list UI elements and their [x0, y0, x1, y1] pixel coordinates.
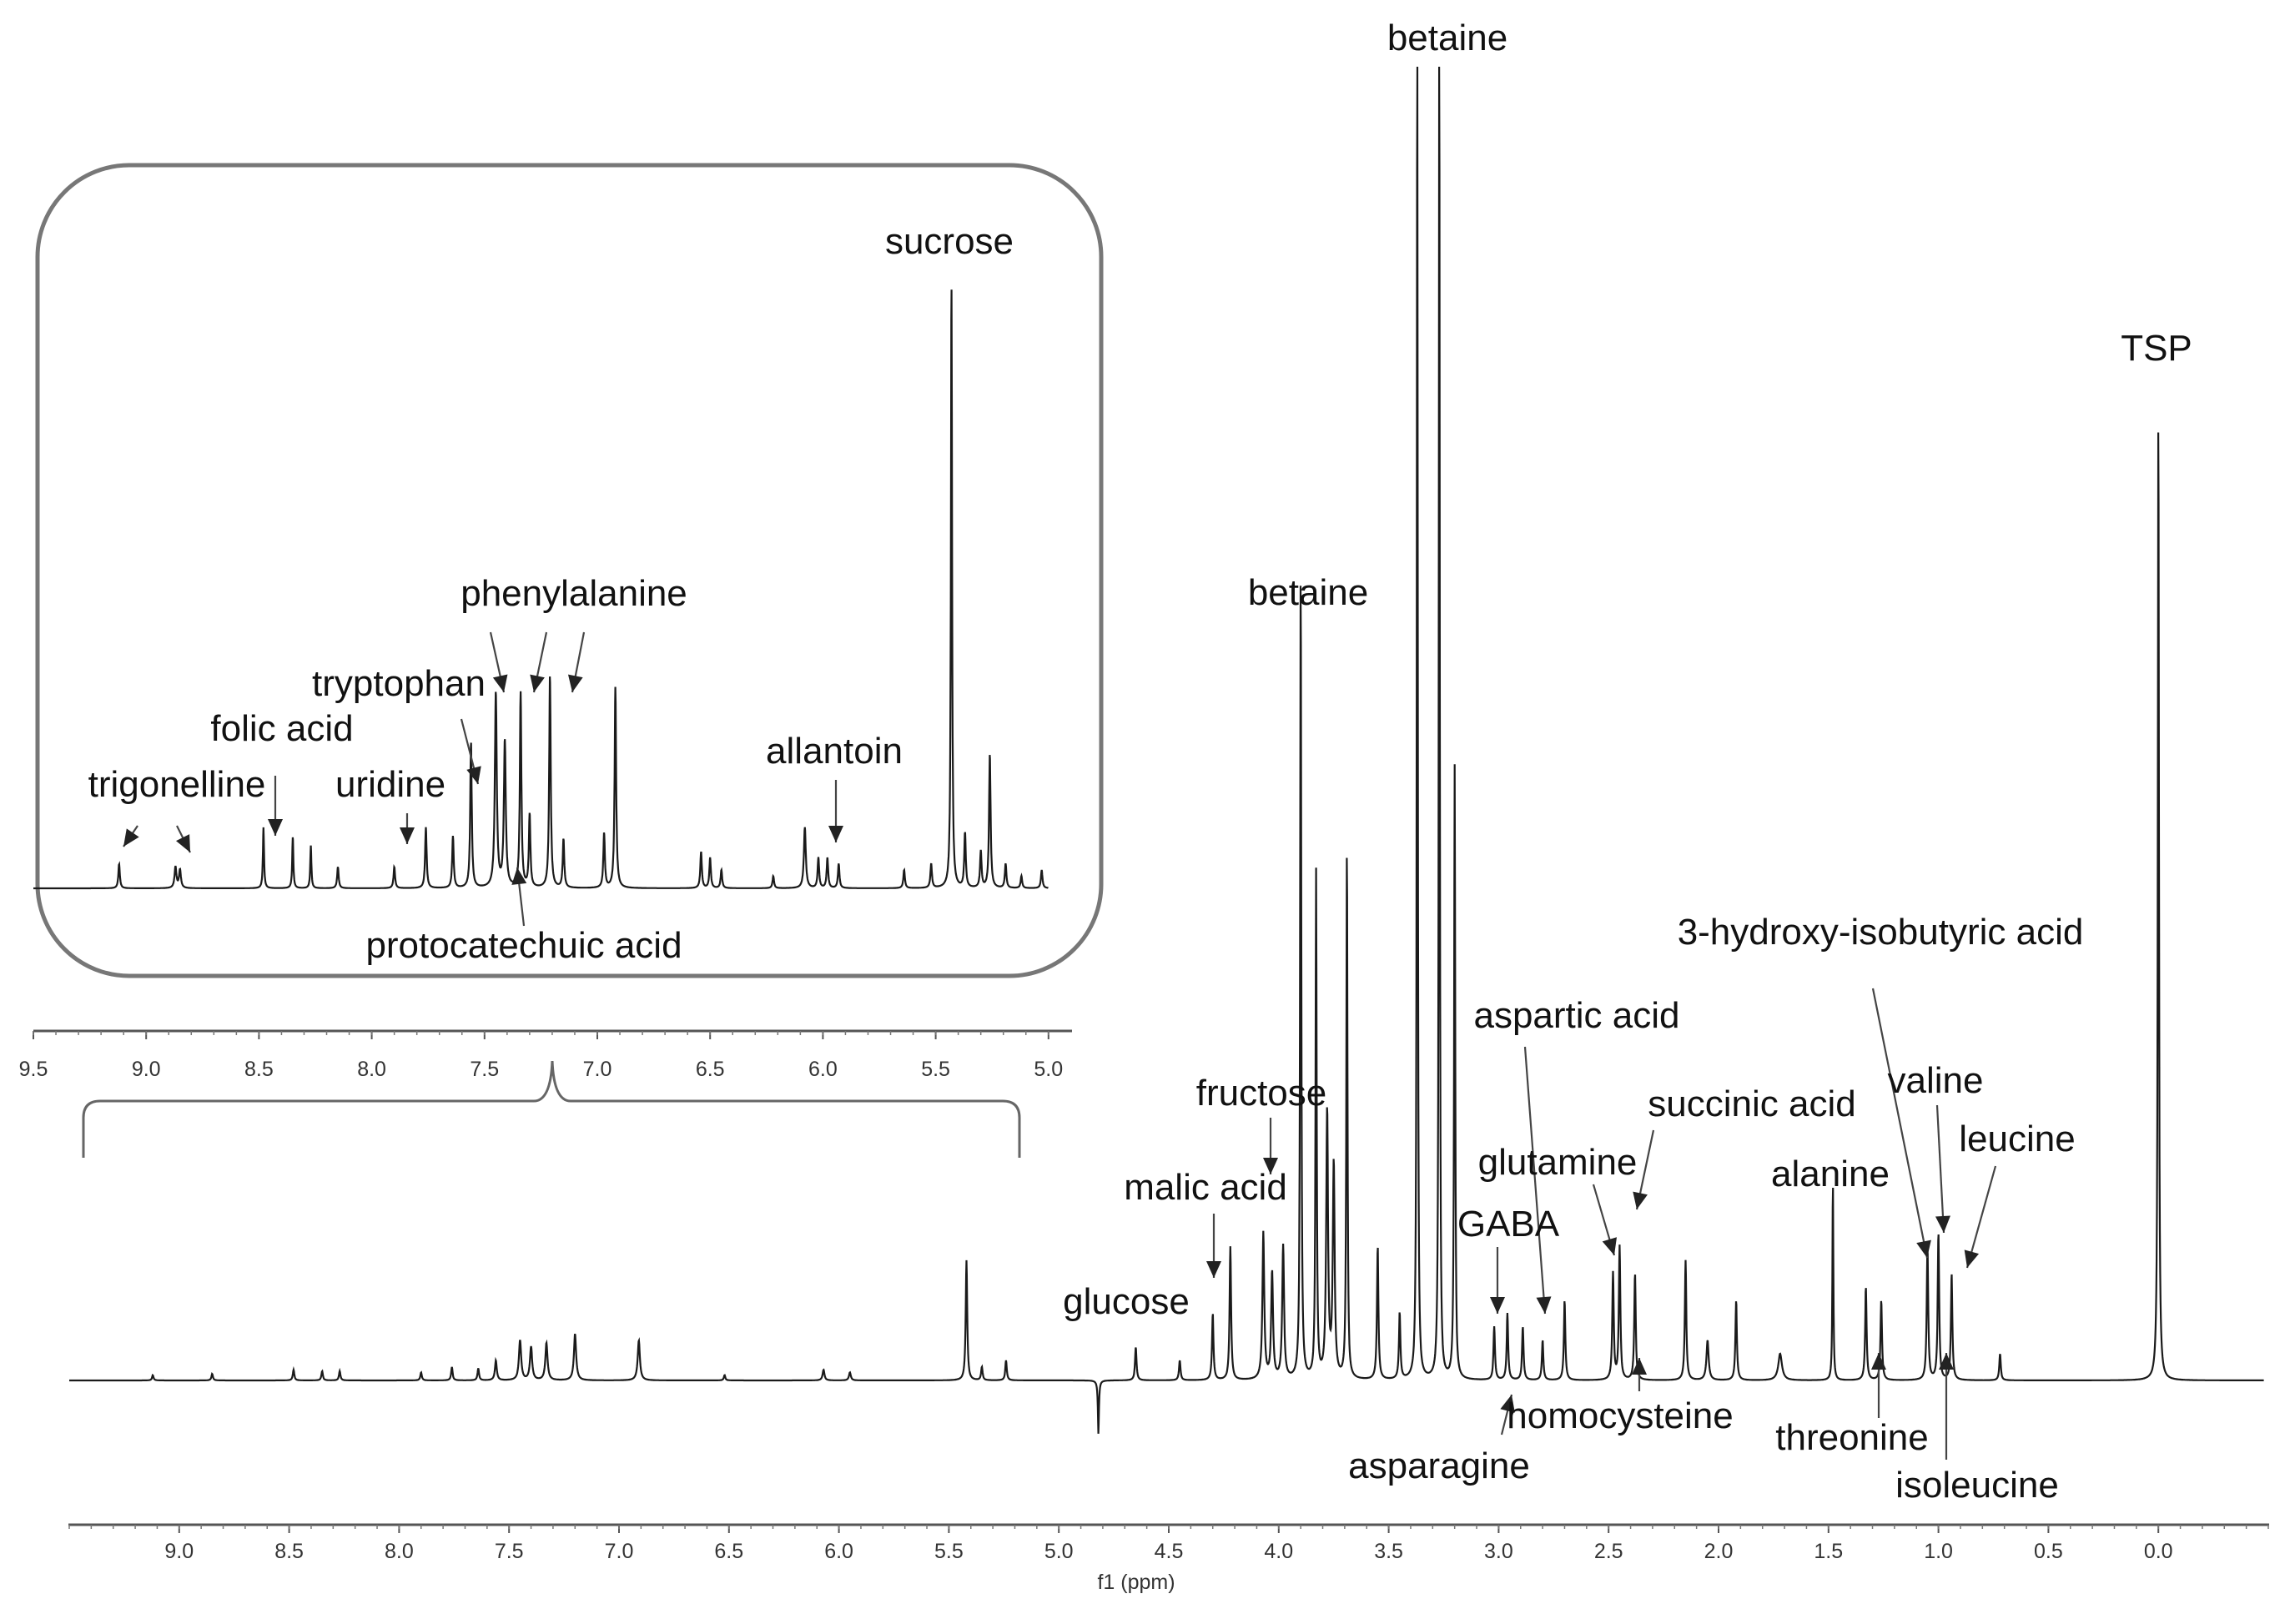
arrow-folic-acid-head	[268, 819, 283, 836]
main-tick-label: 3.5	[1374, 1540, 1403, 1563]
arrow-gaba-head	[1490, 1297, 1505, 1314]
main-spectrum	[69, 66, 2264, 1434]
main-tick-label: 0.5	[2034, 1540, 2063, 1563]
main-tick-label: 0.0	[2144, 1540, 2173, 1563]
annotation-folic-acid: folic acid	[210, 708, 353, 749]
arrow-uridine-head	[400, 827, 415, 844]
arrow-3-hydroxy-isobutyric-acid	[1871, 988, 1929, 1259]
arrow-trigonelline-head	[123, 828, 139, 847]
arrow-aspartic-acid	[1523, 1046, 1547, 1315]
annotation-fructose: fructose	[1196, 1073, 1327, 1114]
arrow-fructose-head	[1263, 1158, 1278, 1174]
inset-arrows	[123, 631, 843, 927]
annotation-leucine: leucine	[1959, 1119, 2075, 1159]
inset-tick-label: 7.0	[583, 1058, 612, 1081]
annotation-glutamine: glutamine	[1478, 1142, 1638, 1183]
inset-tick-label: 5.5	[921, 1058, 950, 1081]
annotation-sucrose: sucrose	[885, 221, 1014, 262]
arrow-valine-head	[1935, 1215, 1950, 1233]
arrow-phenylalanine-1-head	[492, 674, 508, 692]
main-ticks: 9.0 8.5 8.0 7.5 7.0 6.5 6.0 5.5 5.0 4.5 4.0 3.5 3.0 2…	[68, 1525, 2269, 1563]
main-panel: betaine TSP betaine aspartic acid 3-hydr…	[69, 18, 2264, 1506]
arrow-aspartic-acid-head	[1536, 1296, 1552, 1314]
annotation-malic-acid: malic acid	[1124, 1167, 1287, 1208]
inset-tick-label: 6.0	[808, 1058, 838, 1081]
annotation-homocysteine: homocysteine	[1507, 1395, 1733, 1436]
main-tick-label: 5.5	[934, 1540, 964, 1563]
arrow-phenylalanine-3-head	[567, 674, 583, 692]
main-tick-label: 9.0	[164, 1540, 194, 1563]
arrow-malic-acid-head	[1206, 1261, 1221, 1278]
arrow-leucine	[1965, 1165, 1997, 1269]
inset-tick-label: 9.5	[19, 1058, 48, 1081]
inset-tick-label: 5.0	[1034, 1058, 1063, 1081]
annotation-valine: valine	[1888, 1060, 1984, 1101]
x-axis-label: f1 (ppm)	[1097, 1571, 1175, 1594]
inset-panel: sucrose phenylalanine tryptophan folic a…	[33, 163, 1104, 978]
arrow-3-hydroxy-isobutyric-acid-head	[1916, 1239, 1931, 1258]
main-tick-label: 2.5	[1594, 1540, 1623, 1563]
arrow-phenylalanine-2-head	[530, 674, 545, 692]
arrow-homocysteine-head	[1632, 1358, 1647, 1375]
annotation-protocatechuic-acid: protocatechuic acid	[365, 925, 682, 966]
arrow-valine	[1935, 1104, 1945, 1234]
arrow-isoleucine-head	[1939, 1353, 1954, 1370]
main-tick-label: 8.5	[274, 1540, 304, 1563]
arrow-trigonelline-2-head	[176, 834, 190, 852]
main-tick-label: 2.0	[1704, 1540, 1734, 1563]
annotation-tsp: TSP	[2121, 328, 2192, 369]
inset-tick-label: 9.0	[132, 1058, 161, 1081]
annotation-phenylalanine: phenylalanine	[461, 573, 687, 614]
inset-bracket	[82, 1060, 1021, 1158]
arrow-tryptophan-head	[466, 766, 481, 784]
main-tick-label: 7.5	[495, 1540, 524, 1563]
main-x-axis: 9.0 8.5 8.0 7.5 7.0 6.5 6.0 5.5 5.0 4.5 4.0 3.5 3.0 2…	[68, 1523, 2269, 1594]
inset-spectrum	[33, 289, 1049, 890]
main-tick-label: 1.5	[1814, 1540, 1843, 1563]
main-tick-label: 6.0	[824, 1540, 853, 1563]
annotation-gaba: GABA	[1457, 1204, 1560, 1244]
inset-x-axis: 9.5 9.0 8.5 8.0 7.5 7.0 6.5 6.0 5.5 5.0	[19, 1029, 1072, 1158]
main-tick-label: 4.0	[1264, 1540, 1293, 1563]
inset-tick-label: 8.0	[357, 1058, 386, 1081]
inset-spectrum-trace	[33, 289, 1049, 890]
annotation-uridine: uridine	[335, 764, 445, 805]
main-tick-label: 4.5	[1155, 1540, 1184, 1563]
annotation-glucose: glucose	[1063, 1281, 1190, 1322]
annotation-trigonelline: trigonelline	[88, 764, 266, 805]
annotation-3-hydroxy-isobutyric-acid: 3-hydroxy-isobutyric acid	[1678, 912, 2084, 953]
annotation-asparagine: asparagine	[1348, 1446, 1530, 1486]
annotation-threonine: threonine	[1775, 1417, 1928, 1458]
annotation-betaine-top: betaine	[1387, 18, 1507, 58]
annotation-tryptophan: tryptophan	[312, 663, 486, 704]
main-tick-label: 1.0	[1924, 1540, 1953, 1563]
annotation-alanine: alanine	[1771, 1154, 1890, 1194]
arrow-succinic-acid-head	[1633, 1191, 1648, 1209]
arrow-glutamine-head	[1602, 1237, 1617, 1255]
annotation-succinic-acid: succinic acid	[1648, 1084, 1855, 1124]
inset-tick-label: 8.5	[244, 1058, 274, 1081]
arrow-allantoin-head	[828, 826, 843, 842]
inset-ticks: 9.5 9.0 8.5 8.0 7.5 7.0 6.5 6.0 5.5 5.0	[19, 1031, 1063, 1081]
arrow-protocatechuic-acid-head	[511, 867, 527, 885]
annotation-allantoin: allantoin	[766, 731, 903, 772]
main-arrows	[1206, 988, 1997, 1460]
main-tick-label: 7.0	[605, 1540, 634, 1563]
main-tick-label: 8.0	[385, 1540, 414, 1563]
arrow-leucine-head	[1964, 1249, 1980, 1268]
inset-tick-label: 6.5	[696, 1058, 725, 1081]
annotation-betaine: betaine	[1248, 572, 1368, 613]
annotation-aspartic-acid: aspartic acid	[1473, 995, 1679, 1036]
arrow-threonine-head	[1871, 1353, 1886, 1370]
main-tick-label: 3.0	[1484, 1540, 1513, 1563]
main-spectrum-trace	[69, 66, 2264, 1434]
inset-frame	[35, 163, 1104, 978]
main-tick-label: 5.0	[1044, 1540, 1074, 1563]
inset-tick-label: 7.5	[470, 1058, 499, 1081]
arrow-asparagine-head	[1500, 1395, 1515, 1413]
main-tick-label: 6.5	[714, 1540, 743, 1563]
annotation-isoleucine: isoleucine	[1895, 1465, 2059, 1506]
